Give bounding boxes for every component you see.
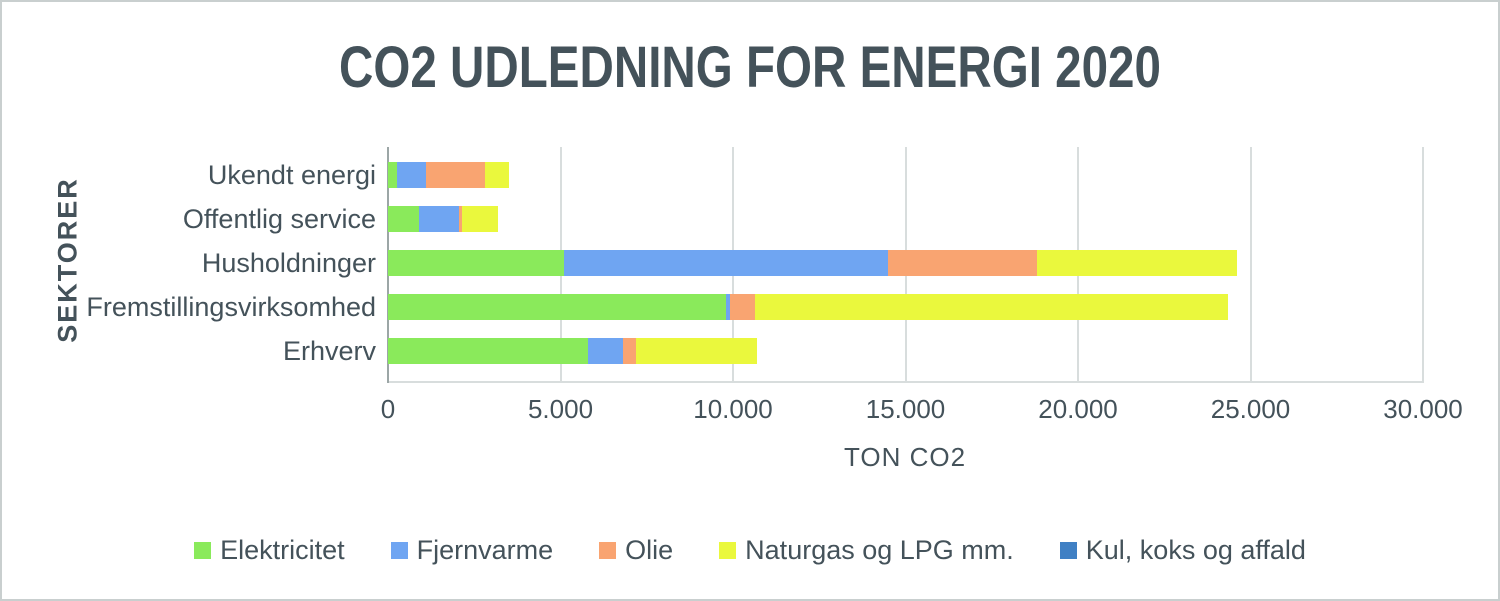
gridline <box>1249 147 1252 383</box>
gridline <box>1422 147 1424 383</box>
bar-segment <box>888 250 1037 276</box>
legend: Elektricitet Fjernvarme Olie Naturgas og LP… <box>2 535 1498 566</box>
bar-segment <box>462 206 499 232</box>
category-label: Ukendt energi <box>207 160 376 190</box>
bar-segment <box>388 294 727 320</box>
bar-row <box>388 338 758 364</box>
bar-segment <box>458 206 463 232</box>
legend-item: Fjernvarme <box>390 535 554 566</box>
x-tick-label: 30.000 <box>1383 394 1463 424</box>
bar-row <box>388 250 1237 276</box>
legend-label: Naturgas og LPG mm. <box>745 535 1014 565</box>
bar-segment <box>729 294 756 320</box>
x-axis-title: TON CO2 <box>843 442 967 472</box>
x-tick-label: 5.000 <box>527 394 594 424</box>
bar-segment <box>396 162 426 188</box>
category-label: Fremstillingsvirksomhed <box>86 292 376 322</box>
bar-segment <box>484 162 509 188</box>
legend-label: Fjernvarme <box>416 535 554 565</box>
legend-item: Naturgas og LPG mm. <box>719 535 1014 566</box>
x-tick-label: 25.000 <box>1210 394 1291 424</box>
legend-swatch-icon <box>194 542 212 559</box>
legend-swatch-icon <box>599 542 617 559</box>
plot-area <box>387 147 1424 383</box>
legend-label: Olie <box>625 535 674 565</box>
legend-swatch-icon <box>390 542 408 559</box>
bar-segment <box>636 338 758 364</box>
x-tick-label: 10.000 <box>693 394 773 424</box>
bar-segment <box>588 338 623 364</box>
x-tick-label: 0 <box>380 394 396 424</box>
legend-swatch-icon <box>719 542 737 559</box>
bar-segment <box>388 206 420 232</box>
bar-segment <box>563 250 889 276</box>
bar-segment <box>388 338 589 364</box>
bar-segment <box>726 294 730 320</box>
legend-label: Kul, koks og affald <box>1085 535 1306 565</box>
x-tick-label: 15.000 <box>865 394 946 424</box>
bar-segment <box>622 338 637 364</box>
legend-swatch-icon <box>1059 542 1077 559</box>
legend-item: Elektricitet <box>194 535 345 566</box>
bar-segment <box>388 250 564 276</box>
bar-segment <box>425 162 485 188</box>
bar-segment <box>755 294 1229 320</box>
legend-item: Olie <box>599 535 673 566</box>
chart-title: CO2 UDLEDNING FOR ENERGI 2020 <box>339 35 1161 100</box>
category-label: Husholdninger <box>201 248 376 278</box>
bar-row <box>388 294 1229 320</box>
category-label: Offentlig service <box>182 204 376 234</box>
legend-label: Elektricitet <box>220 535 345 565</box>
bar-row <box>388 206 499 232</box>
bar-segment <box>1036 250 1237 276</box>
bar-row <box>388 162 509 188</box>
category-label: Erhverv <box>282 336 376 366</box>
bar-segment <box>419 206 459 232</box>
x-tick-label: 20.000 <box>1038 394 1118 424</box>
bar-segment <box>388 162 397 188</box>
legend-item: Kul, koks og affald <box>1059 535 1306 566</box>
